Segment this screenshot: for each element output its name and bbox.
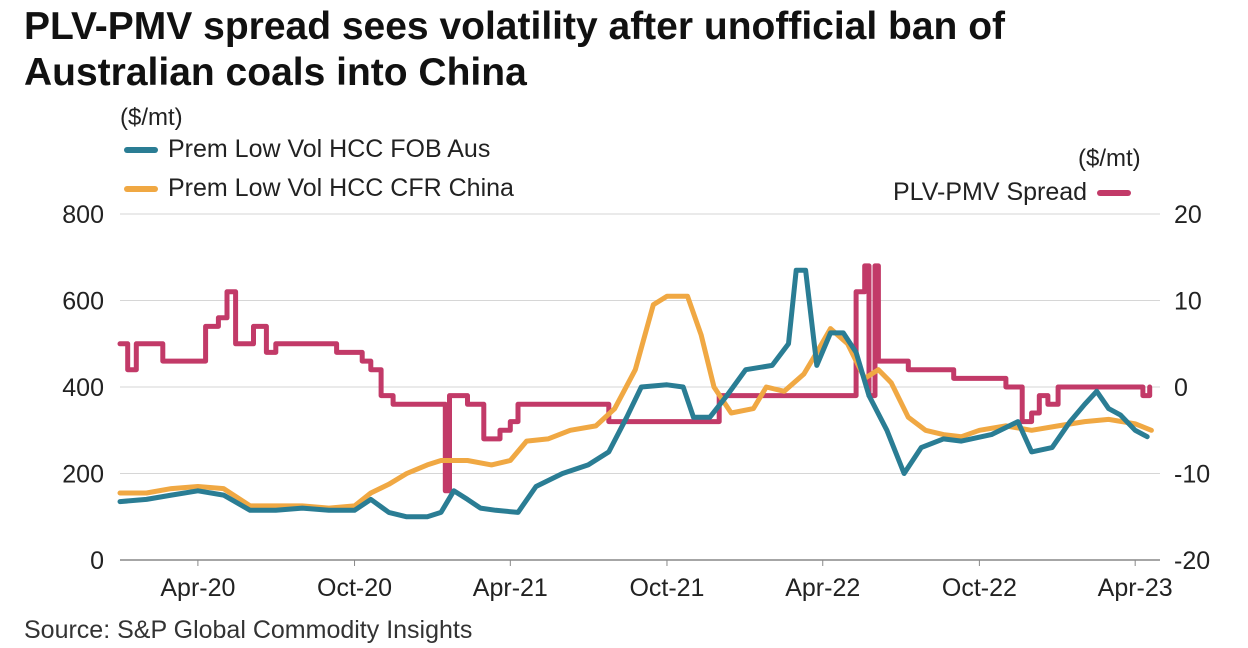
chart-title: PLV-PMV spread sees volatility after uno…	[24, 4, 1224, 96]
series-line-fob-aus	[117, 267, 1150, 520]
legend-label-cfr-china: Prem Low Vol HCC CFR China	[168, 174, 514, 202]
right-axis-tick-label: 20	[1174, 201, 1202, 229]
legend-label-fob-aus: Prem Low Vol HCC FOB Aus	[168, 135, 491, 163]
legend-item-spread: PLV-PMV Spread	[893, 178, 1132, 207]
x-axis-tick-label: Apr-21	[473, 574, 548, 602]
legend-label-spread: PLV-PMV Spread	[893, 178, 1088, 206]
x-axis-tick-label: Oct-21	[629, 574, 704, 602]
right-axis-tick-label: 0	[1174, 374, 1188, 402]
right-axis-tick-label: -10	[1174, 461, 1210, 489]
right-axis-unit: ($/mt)	[1078, 145, 1141, 172]
right-axis-tick-label: -20	[1174, 547, 1210, 575]
x-axis-tick-label: Apr-23	[1098, 574, 1173, 602]
series-line-spread	[117, 263, 1153, 494]
x-axis-tick-label: Apr-20	[160, 574, 235, 602]
right-axis-tick-label: 10	[1174, 288, 1202, 316]
left-axis-tick-label: 200	[62, 461, 104, 489]
legend-swatch-spread	[1097, 189, 1132, 196]
series-line-cfr-china	[117, 293, 1154, 511]
left-axis-unit: ($/mt)	[120, 104, 183, 131]
left-axis-tick-label: 800	[62, 201, 104, 229]
source-note: Source: S&P Global Commodity Insights	[24, 616, 473, 644]
legend-item-fob-aus: Prem Low Vol HCC FOB Aus	[124, 135, 490, 164]
x-axis-tick-label: Oct-22	[942, 574, 1017, 602]
left-axis-tick-label: 400	[62, 374, 104, 402]
legend-item-cfr-china: Prem Low Vol HCC CFR China	[124, 174, 514, 203]
title-line-2: Australian coals into China	[24, 51, 527, 94]
title-line-1: PLV-PMV spread sees volatility after uno…	[24, 5, 1006, 48]
legend-swatch-fob-aus	[124, 146, 158, 153]
x-axis-tick-label: Oct-20	[317, 574, 392, 602]
left-axis-tick-label: 0	[90, 547, 104, 575]
left-axis-tick-label: 600	[62, 288, 104, 316]
x-axis-tick-label: Apr-22	[785, 574, 860, 602]
legend-swatch-cfr-china	[124, 185, 158, 192]
